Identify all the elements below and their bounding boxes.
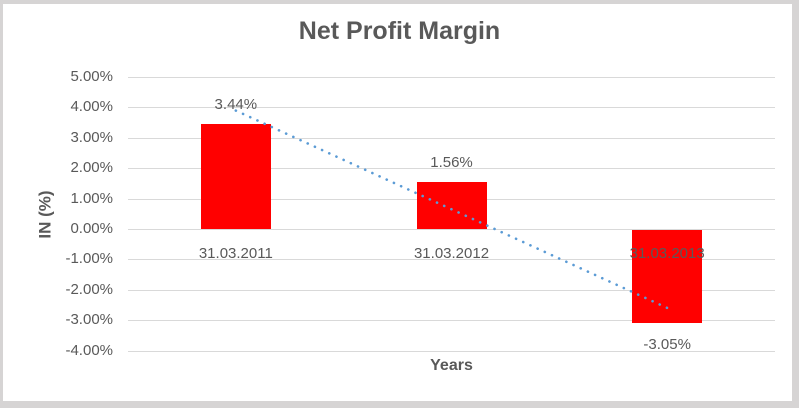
y-axis-tick-label: 2.00% bbox=[70, 159, 113, 177]
y-axis-tick-label: -3.00% bbox=[65, 311, 113, 329]
gridline bbox=[128, 77, 775, 78]
gridline bbox=[128, 289, 775, 291]
data-label: 3.44% bbox=[214, 96, 258, 114]
x-axis-title: Years bbox=[430, 357, 473, 374]
gridline bbox=[128, 137, 775, 139]
data-label: 1.56% bbox=[430, 153, 473, 171]
y-axis-tick-label: 3.00% bbox=[70, 128, 113, 146]
y-axis-tick-label: -4.00% bbox=[65, 341, 113, 359]
gridline bbox=[128, 168, 775, 170]
y-axis-tick-label: -1.00% bbox=[65, 250, 113, 268]
y-axis-tick-label: 5.00% bbox=[70, 68, 113, 85]
y-axis-tick-label: 1.00% bbox=[70, 189, 113, 207]
gridline bbox=[128, 259, 775, 261]
category-label: 31.03.2011 bbox=[198, 245, 273, 262]
chart-title: Net Profit Margin bbox=[298, 17, 501, 45]
trendline-path bbox=[234, 109, 669, 310]
gridline bbox=[128, 320, 775, 322]
data-label: -3.05% bbox=[643, 335, 691, 353]
gridline bbox=[128, 107, 775, 109]
y-axis-tick-label: -2.00% bbox=[65, 280, 113, 298]
category-label: 31.03.2012 bbox=[413, 245, 490, 262]
gridline bbox=[128, 229, 775, 230]
gridline bbox=[128, 350, 775, 352]
y-axis-tick-label: 0.00% bbox=[70, 220, 113, 237]
y-axis-tick-label: 4.00% bbox=[70, 98, 113, 116]
bar bbox=[416, 181, 487, 229]
category-label: 31.03.2013 bbox=[629, 245, 705, 262]
bar bbox=[200, 124, 271, 229]
